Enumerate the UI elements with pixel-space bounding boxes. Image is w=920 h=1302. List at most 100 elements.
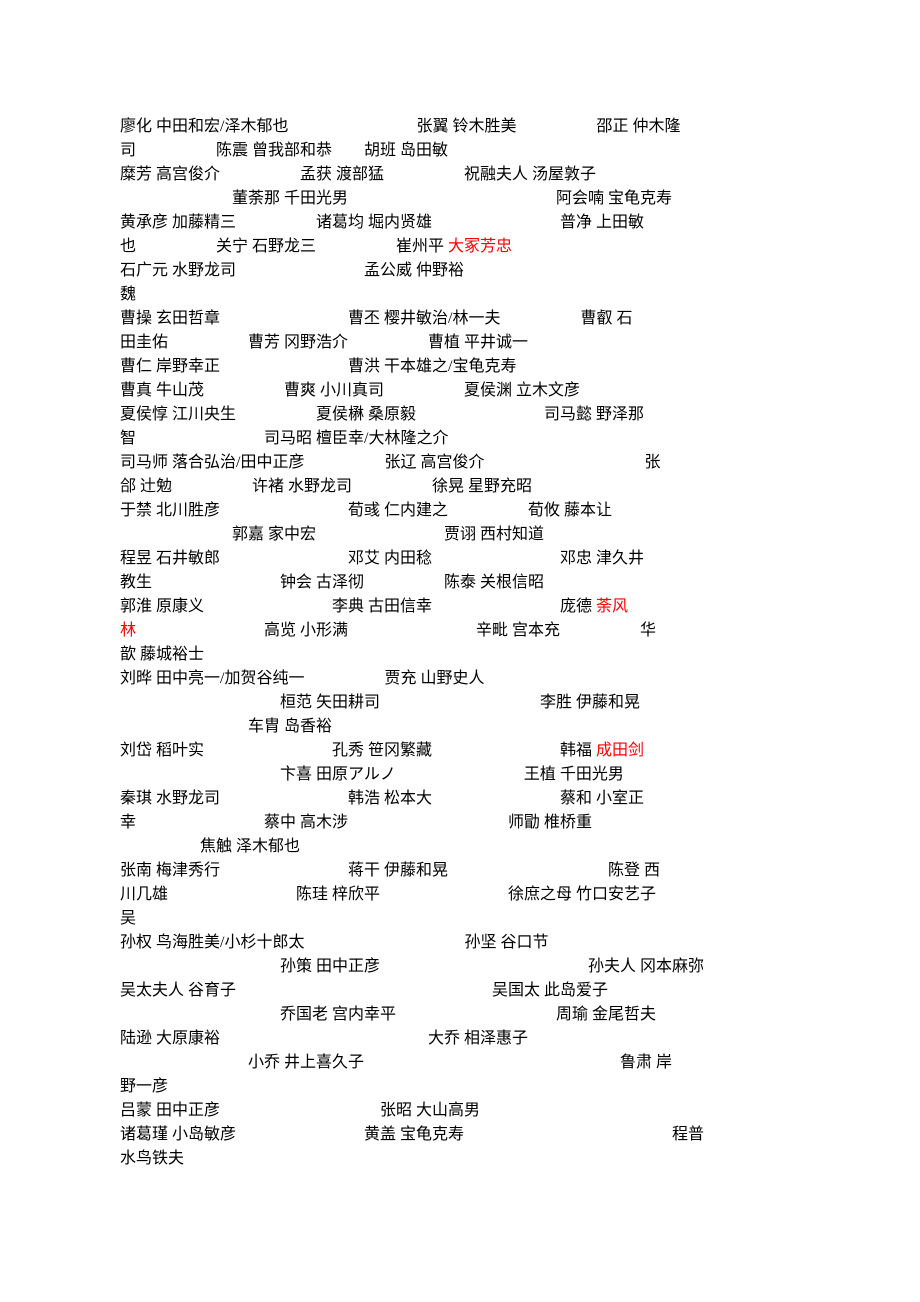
text-line: 郭嘉 家中宏贾诩 西村知道 xyxy=(120,523,800,547)
text-segment: 黄承彦 加藤精三 xyxy=(120,214,236,231)
text-segment: 张辽 高宫俊介 xyxy=(384,454,484,471)
text-line: 教生钟会 古泽彻陈泰 关根信昭 xyxy=(120,571,800,595)
text-segment: 田圭佑 xyxy=(120,334,168,351)
text-line: 歆 藤城裕士 xyxy=(120,643,800,667)
text-segment: 关宁 石野龙三 xyxy=(216,238,316,255)
text-segment: 大乔 相泽惠子 xyxy=(428,1030,528,1047)
text-segment: 司马师 落合弘治/田中正彦 xyxy=(120,454,304,471)
text-line: 石广元 水野龙司孟公威 仲野裕 xyxy=(120,259,800,283)
text-line: 桓范 矢田耕司李胜 伊藤和晃 xyxy=(120,691,800,715)
text-line: 田圭佑曹芳 冈野浩介曹植 平井诚一 xyxy=(120,331,800,355)
text-line: 小乔 井上喜久子鲁肃 岸 xyxy=(120,1051,800,1075)
text-segment: 刘岱 稻叶实 xyxy=(120,742,204,759)
text-segment: 邓忠 津久井 xyxy=(560,550,644,567)
text-segment: 张南 梅津秀行 xyxy=(120,862,220,879)
text-line: 乔国老 宫内幸平 周瑜 金尾哲夫 xyxy=(120,1003,800,1027)
text-line: 刘晔 田中亮一/加贺谷纯一 贾充 山野史人 xyxy=(120,667,800,691)
text-segment: 陈登 西 xyxy=(608,862,660,879)
text-line: 魏 xyxy=(120,283,800,307)
text-line: 司马师 落合弘治/田中正彦张辽 高宫俊介张 xyxy=(120,451,800,475)
text-segment: 曹洪 干本雄之/宝龟克寿 xyxy=(348,358,516,375)
text-segment: 水鸟铁夫 xyxy=(120,1150,184,1167)
text-line: 廖化 中田和宏/泽木郁也张翼 铃木胜美邵正 仲木隆 xyxy=(120,115,800,139)
text-segment: 崔州平 xyxy=(396,238,448,255)
text-segment: 郃 辻勉 xyxy=(120,478,172,495)
text-line: 焦触 泽木郁也 xyxy=(120,835,800,859)
text-segment: 蒋干 伊藤和晃 xyxy=(348,862,448,879)
text-line: 智 司马昭 檀臣幸/大林隆之介 xyxy=(120,427,800,451)
text-line: 水鸟铁夫 xyxy=(120,1147,800,1171)
text-segment: 吴 xyxy=(120,910,136,927)
text-line: 于禁 北川胜彦荀彧 仁内建之荀攸 藤本让 xyxy=(120,499,800,523)
text-segment: 孙坚 谷口节 xyxy=(464,934,548,951)
text-segment: 李典 古田信幸 xyxy=(332,598,432,615)
text-segment: 陈珪 梓欣平 xyxy=(296,886,380,903)
text-line: 张南 梅津秀行 蒋干 伊藤和晃 陈登 西 xyxy=(120,859,800,883)
text-segment: 贾充 山野史人 xyxy=(384,670,484,687)
text-line: 刘岱 稻叶实 孔秀 笹冈繁藏 韩福 成田剑 xyxy=(120,739,800,763)
text-segment: 野一彦 xyxy=(120,1078,168,1095)
text-segment: 吴太夫人 谷育子 xyxy=(120,982,236,999)
text-line: 黄承彦 加藤精三诸葛均 堀内贤雄普净 上田敏 xyxy=(120,211,800,235)
text-segment: 孙权 鸟海胜美/小杉十郎太 xyxy=(120,934,304,951)
text-segment: 曹爽 小川真司 xyxy=(284,382,384,399)
text-segment: 魏 xyxy=(120,286,136,303)
text-segment: 司马懿 野泽那 xyxy=(544,406,644,423)
text-line: 曹操 玄田哲章曹丕 樱井敏治/林一夫曹叡 石 xyxy=(120,307,800,331)
text-segment: 贾诩 西村知道 xyxy=(444,526,544,543)
text-segment: 司马昭 檀臣幸/大林隆之介 xyxy=(264,430,448,447)
text-line: 陆逊 大原康裕大乔 相泽惠子 xyxy=(120,1027,800,1051)
highlighted-text: 大冢芳忠 xyxy=(448,238,512,255)
text-segment: 鲁肃 岸 xyxy=(620,1054,672,1071)
text-segment: 胡班 岛田敏 xyxy=(364,142,448,159)
text-segment: 吴国太 此岛爱子 xyxy=(492,982,608,999)
text-segment: 高览 小形满 xyxy=(264,622,348,639)
text-segment: 卞喜 田原アルノ xyxy=(280,766,396,783)
document-body: 廖化 中田和宏/泽木郁也张翼 铃木胜美邵正 仲木隆司陈震 曾我部和恭胡班 岛田敏… xyxy=(120,115,800,1171)
text-line: 曹仁 岸野幸正曹洪 干本雄之/宝龟克寿 xyxy=(120,355,800,379)
text-line: 吴 xyxy=(120,907,800,931)
text-segment: 孙策 田中正彦 xyxy=(280,958,380,975)
text-segment: 车胄 岛香裕 xyxy=(248,718,332,735)
text-segment: 刘晔 田中亮一/加贺谷纯一 xyxy=(120,670,304,687)
text-segment: 糜芳 高宫俊介 xyxy=(120,166,220,183)
text-segment: 周瑜 金尾哲夫 xyxy=(556,1006,656,1023)
highlighted-text: 成田剑 xyxy=(596,742,644,759)
text-segment: 阿会喃 宝龟克寿 xyxy=(556,190,672,207)
text-segment: 韩浩 松本大 xyxy=(348,790,432,807)
text-line: 秦琪 水野龙司韩浩 松本大蔡和 小室正 xyxy=(120,787,800,811)
text-segment: 华 xyxy=(640,622,656,639)
text-segment: 韩福 xyxy=(560,742,596,759)
text-line: 野一彦 xyxy=(120,1075,800,1099)
text-line: 董荼那 千田光男阿会喃 宝龟克寿 xyxy=(120,187,800,211)
text-segment: 李胜 伊藤和晃 xyxy=(540,694,640,711)
text-segment: 智 xyxy=(120,430,136,447)
text-segment: 也 xyxy=(120,238,136,255)
text-segment: 幸 xyxy=(120,814,136,831)
text-segment: 祝融夫人 汤屋敦子 xyxy=(464,166,596,183)
text-segment: 曹芳 冈野浩介 xyxy=(248,334,348,351)
text-segment: 师勖 椎桥重 xyxy=(508,814,592,831)
highlighted-text: 林 xyxy=(120,622,136,639)
text-segment: 邵正 仲木隆 xyxy=(596,118,680,135)
text-segment: 于禁 北川胜彦 xyxy=(120,502,220,519)
text-segment: 蔡中 高木涉 xyxy=(264,814,348,831)
text-line: 吕蒙 田中正彦张昭 大山高男 xyxy=(120,1099,800,1123)
text-segment: 曹丕 樱井敏治/林一夫 xyxy=(348,310,500,327)
text-line: 诸葛瑾 小岛敏彦黄盖 宝龟克寿程普 xyxy=(120,1123,800,1147)
text-segment: 乔国老 宫内幸平 xyxy=(280,1006,396,1023)
text-segment: 诸葛瑾 小岛敏彦 xyxy=(120,1126,236,1143)
text-segment: 孟公威 仲野裕 xyxy=(364,262,464,279)
text-segment: 川几雄 xyxy=(120,886,168,903)
text-segment: 诸葛均 堀内贤雄 xyxy=(316,214,432,231)
text-segment: 曹操 玄田哲章 xyxy=(120,310,220,327)
text-segment: 徐庶之母 竹口安艺子 xyxy=(508,886,656,903)
text-segment: 王植 千田光男 xyxy=(524,766,624,783)
text-segment: 孟获 渡部猛 xyxy=(300,166,384,183)
text-segment: 廖化 中田和宏/泽木郁也 xyxy=(120,118,288,135)
text-segment: 荀彧 仁内建之 xyxy=(348,502,448,519)
text-line: 糜芳 高宫俊介 孟获 渡部猛 祝融夫人 汤屋敦子 xyxy=(120,163,800,187)
text-segment: 孔秀 笹冈繁藏 xyxy=(332,742,432,759)
text-segment: 蔡和 小室正 xyxy=(560,790,644,807)
text-line: 幸 蔡中 高木涉 师勖 椎桥重 xyxy=(120,811,800,835)
